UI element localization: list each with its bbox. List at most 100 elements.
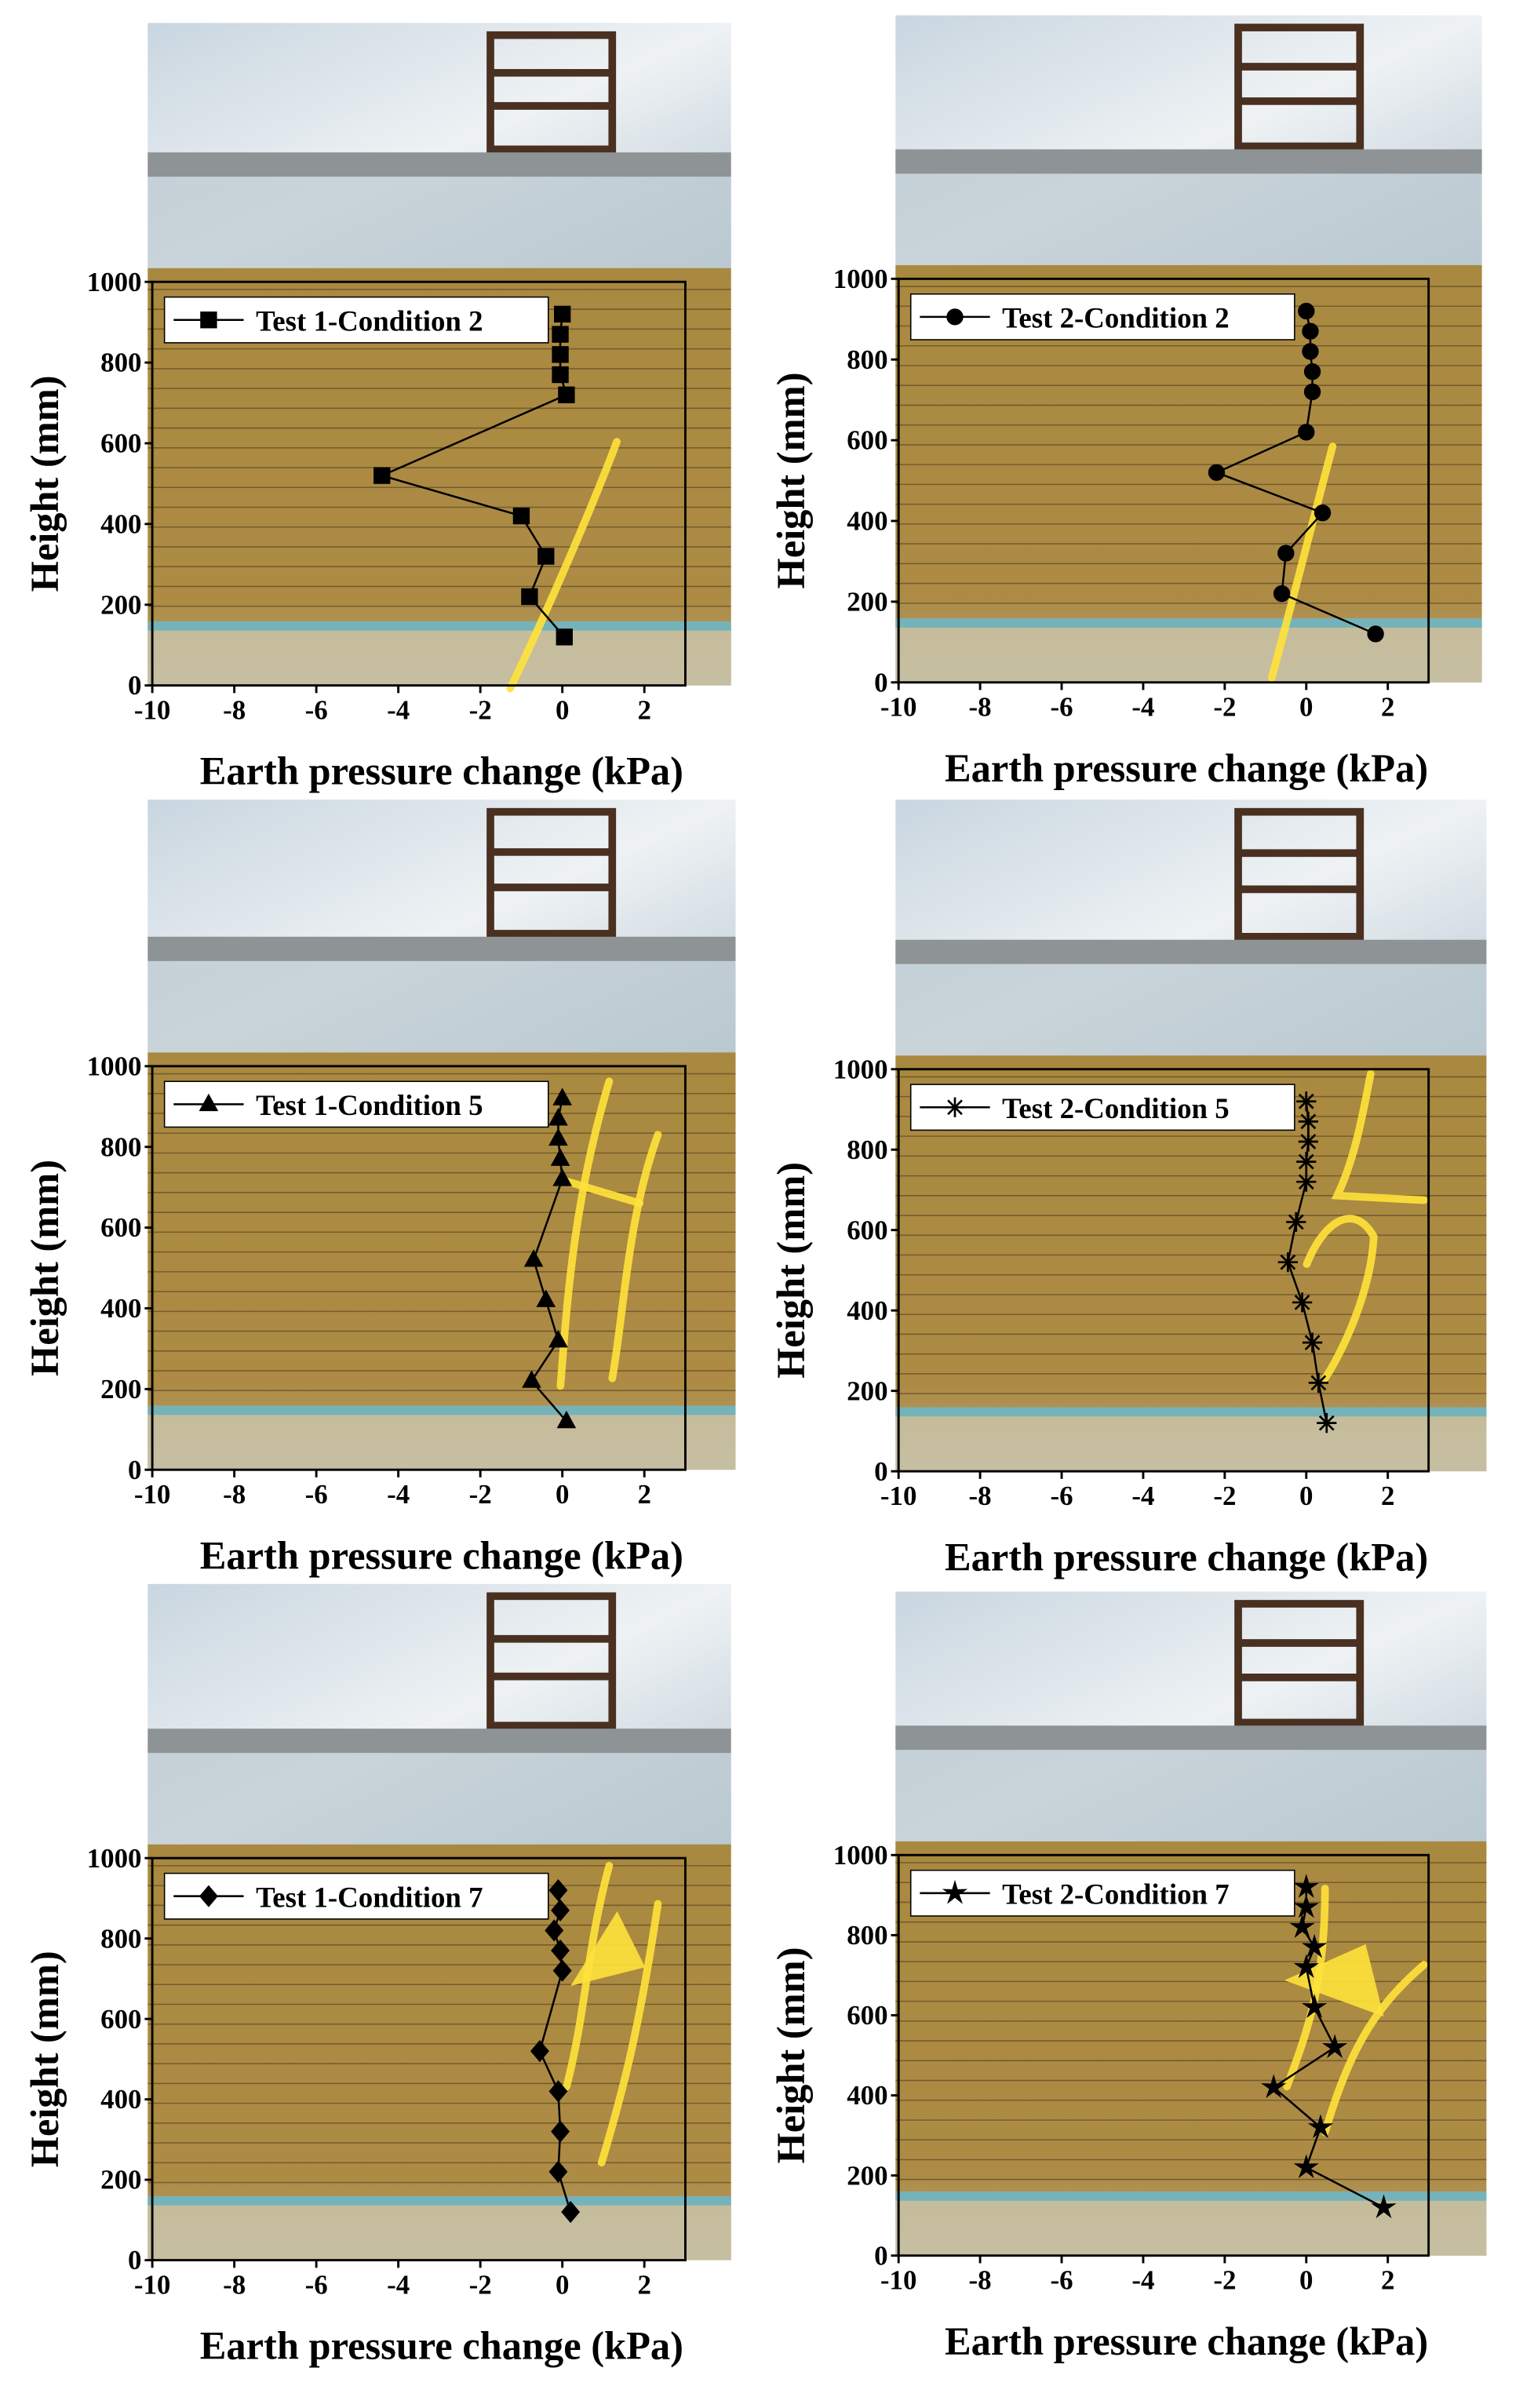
x-tick-label: -10 (880, 2264, 917, 2295)
legend-label: Test 2-Condition 7 (1002, 1878, 1229, 1910)
y-tick-label: 200 (847, 2160, 887, 2191)
x-tick-label: -6 (1050, 2264, 1073, 2295)
legend-label: Test 1-Condition 5 (256, 1089, 483, 1121)
x-tick-label: -2 (469, 1479, 492, 1510)
panel: -10 -8 -6 -4 -2 0 2 0 200 400 600 800 1000 Earth pres… (769, 800, 1487, 1579)
data-point (512, 507, 530, 525)
data-point (552, 346, 569, 363)
x-tick-label: -10 (134, 1479, 171, 1510)
x-tick-label: -4 (387, 1479, 410, 1510)
panel: -10 -8 -6 -4 -2 0 2 0 200 400 600 800 1000 Earth pres… (769, 15, 1482, 790)
data-point (550, 1148, 570, 1166)
data-point (561, 2200, 581, 2224)
y-tick-label: 1000 (87, 267, 142, 297)
data-point (1277, 545, 1295, 562)
legend-marker (946, 308, 964, 326)
photo-beam (895, 939, 1487, 964)
x-tick-label: -6 (1050, 691, 1073, 722)
data-point (1307, 2114, 1334, 2139)
data-point (554, 305, 571, 323)
data-point (1273, 585, 1291, 603)
y-tick-label: 0 (874, 2240, 887, 2271)
panel: -10 -8 -6 -4 -2 0 2 0 200 400 600 800 1000 Earth pres… (769, 1591, 1487, 2363)
photo-beam (148, 152, 731, 177)
y-tick-label: 600 (100, 1212, 141, 1243)
x-tick-label: -10 (134, 694, 171, 725)
y-tick-label: 800 (847, 1920, 887, 1951)
y-tick-label: 1000 (833, 264, 888, 294)
data-point (1308, 1372, 1328, 1393)
y-axis-label: Height (mm) (769, 1947, 813, 2164)
crack-highlight (608, 1131, 662, 1383)
data-point (1208, 464, 1226, 481)
legend-marker (200, 311, 217, 329)
y-axis-label: Height (mm) (23, 375, 67, 592)
data-point (548, 2160, 568, 2183)
x-tick-label: -6 (305, 2269, 328, 2300)
legend-marker (199, 1093, 219, 1112)
data-point (530, 2040, 549, 2063)
legend-label: Test 2-Condition 2 (1002, 301, 1229, 333)
data-point (1261, 2074, 1287, 2099)
photo-base-strip (148, 2196, 731, 2206)
data-point (1313, 504, 1332, 522)
x-tick-label: -8 (969, 1481, 992, 1511)
data-point (1301, 1933, 1328, 1958)
legend-label: Test 1-Condition 7 (256, 1881, 483, 1913)
photo-base-strip (895, 1407, 1487, 1417)
x-axis-label: Earth pressure change (kPa) (200, 749, 683, 793)
x-tick-label: -8 (223, 694, 246, 725)
x-tick-label: -8 (223, 2269, 246, 2300)
x-tick-label: -2 (1213, 691, 1236, 722)
y-axis-label: Height (mm) (769, 373, 813, 589)
legend-marker (945, 1097, 965, 1117)
legend-label: Test 2-Condition 5 (1002, 1092, 1229, 1124)
photo-glass (148, 960, 736, 1053)
y-tick-label: 600 (847, 2000, 887, 2031)
x-tick-label: 0 (556, 1479, 569, 1510)
y-axis-label: Height (mm) (769, 1162, 813, 1379)
crack-highlight (1321, 1961, 1428, 2137)
series-line (538, 1890, 572, 2213)
plot-frame (151, 1065, 687, 1471)
panel: -10 -8 -6 -4 -2 0 2 0 200 400 600 800 1000 Earth pres… (23, 1583, 731, 2368)
x-tick-label: -6 (305, 694, 328, 725)
x-tick-label: 0 (1299, 691, 1313, 722)
photo-beam (148, 936, 736, 961)
crack-highlight (556, 1077, 614, 1390)
photo-base-strip (895, 618, 1482, 628)
data-point (552, 1168, 572, 1186)
crack-highlight (1303, 1215, 1378, 1383)
data-point (1303, 362, 1321, 381)
data-point (556, 1410, 577, 1429)
data-point (1302, 1332, 1323, 1353)
y-tick-label: 400 (100, 508, 141, 539)
data-point (548, 1879, 568, 1902)
x-tick-label: 2 (1381, 1481, 1394, 1511)
photo-tower (486, 1592, 617, 1730)
data-point (1298, 1111, 1318, 1131)
data-point (1298, 302, 1315, 320)
data-point (536, 1289, 556, 1307)
y-tick-label: 400 (847, 506, 887, 537)
y-tick-label: 800 (847, 344, 887, 375)
y-tick-label: 1000 (87, 1051, 142, 1081)
data-point (1321, 2034, 1348, 2059)
photo-base (895, 1407, 1487, 1472)
crack-highlight (1331, 1069, 1428, 1204)
data-point (1303, 383, 1321, 401)
data-point (551, 1899, 570, 1922)
y-tick-label: 0 (128, 670, 141, 701)
photo-tower (1234, 807, 1365, 941)
y-axis-label: Height (mm) (23, 1951, 67, 2167)
data-point (552, 366, 569, 384)
y-tick-label: 0 (874, 667, 887, 698)
y-tick-label: 800 (100, 1923, 141, 1954)
photo-base (895, 2191, 1487, 2256)
data-point (1293, 1893, 1319, 1918)
crack-highlight (1267, 443, 1337, 682)
y-tick-label: 400 (100, 1293, 141, 1324)
y-tick-label: 600 (847, 1215, 887, 1245)
data-point (552, 1087, 572, 1106)
x-tick-label: -8 (969, 2264, 992, 2295)
